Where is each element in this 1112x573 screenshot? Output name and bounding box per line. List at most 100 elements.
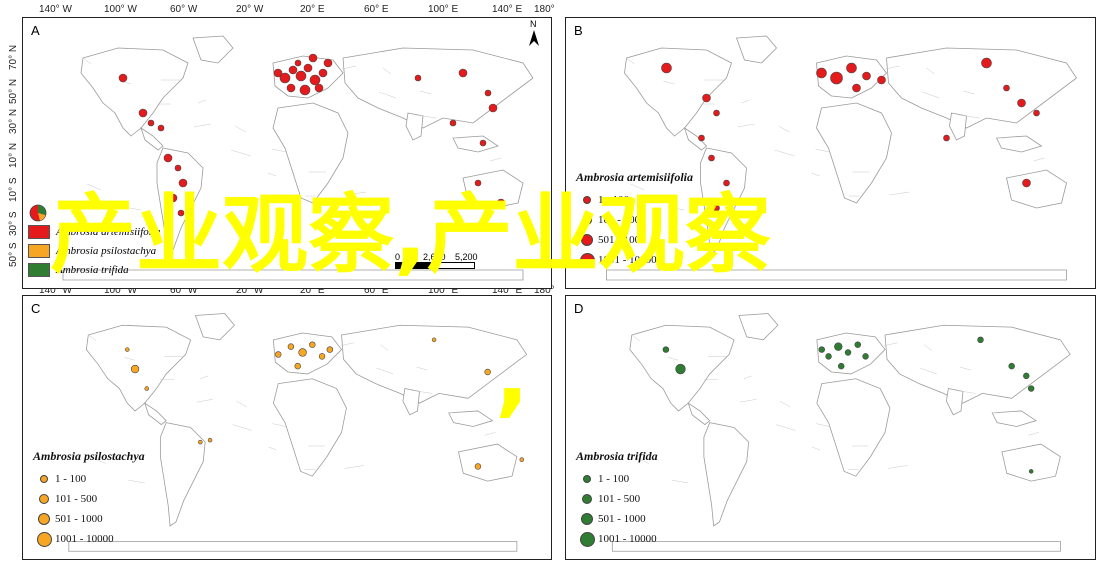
- site-marker: [1033, 109, 1040, 117]
- legend-c-range-1: 1 - 100: [55, 473, 87, 485]
- site-marker: [818, 346, 825, 353]
- country-border: [811, 172, 820, 177]
- site-marker: [323, 58, 333, 68]
- site-marker: [318, 68, 328, 78]
- site-marker: [838, 362, 845, 370]
- continent-outline: [946, 388, 964, 416]
- left-tick-label: 70° N: [8, 44, 19, 70]
- country-border: [885, 65, 900, 70]
- site-marker: [830, 71, 843, 85]
- site-marker: [288, 65, 298, 75]
- continent-outline: [884, 324, 1071, 404]
- site-marker: [125, 347, 130, 352]
- country-border: [811, 446, 820, 451]
- site-marker: [273, 68, 283, 78]
- site-marker: [981, 57, 992, 69]
- site-marker: [1008, 362, 1015, 370]
- continent-outline: [80, 47, 189, 137]
- country-border: [341, 65, 357, 70]
- site-marker: [207, 437, 213, 443]
- legend-a-name-2: Ambrosia psilostachya: [56, 244, 157, 257]
- left-tick-label: 30° S: [8, 211, 19, 236]
- continent-outline: [624, 47, 732, 137]
- country-border: [956, 390, 976, 394]
- site-marker: [279, 72, 291, 84]
- country-border: [884, 342, 898, 346]
- site-marker: [1017, 98, 1026, 108]
- continent-outline: [462, 169, 524, 209]
- continent-outline: [156, 147, 204, 255]
- panel-label-a: A: [31, 23, 40, 38]
- legend-b-range-2: 101 - 500: [598, 214, 641, 226]
- site-marker: [474, 463, 482, 470]
- continent-outline: [140, 127, 164, 151]
- site-marker: [298, 348, 307, 357]
- country-border: [415, 114, 437, 119]
- north-arrow-icon: N: [527, 19, 541, 48]
- bottom-tick-label: 140° E: [492, 285, 523, 296]
- panel-label-b: B: [574, 23, 583, 38]
- north-label: N: [530, 19, 537, 29]
- site-marker: [294, 59, 302, 67]
- country-border: [923, 344, 932, 351]
- bottom-tick-label: 60° W: [170, 285, 198, 296]
- top-tick-label: 140° E: [492, 4, 523, 15]
- continent-outline: [816, 55, 888, 99]
- continent-outline: [611, 541, 1061, 552]
- bottom-tick-label: 20° W: [236, 285, 264, 296]
- continent-outline: [700, 147, 747, 255]
- country-border: [92, 457, 106, 464]
- continent-outline: [62, 269, 524, 281]
- scale-bar: 0 2,600 5,200: [395, 252, 478, 272]
- country-border: [963, 90, 975, 95]
- country-border: [268, 446, 277, 451]
- site-marker: [713, 109, 720, 117]
- top-tick-label: 20° E: [300, 4, 325, 15]
- site-marker: [846, 62, 857, 74]
- legend-d-range-1: 1 - 100: [598, 473, 630, 485]
- continent-outline: [448, 410, 494, 427]
- top-tick-label: 60° W: [170, 4, 198, 15]
- country-border: [344, 465, 364, 469]
- bottom-tick-label: 180°: [534, 285, 555, 296]
- country-border: [737, 123, 755, 128]
- country-border: [197, 99, 207, 104]
- site-marker: [854, 341, 861, 348]
- country-border: [193, 123, 212, 128]
- legend-c-range-3: 501 - 1000: [55, 513, 103, 525]
- map-panel-a: A: [22, 17, 552, 289]
- scale-label-1: 2,600: [423, 252, 446, 262]
- country-border: [887, 465, 908, 469]
- country-border: [743, 375, 752, 380]
- country-border: [663, 80, 675, 85]
- site-marker: [163, 153, 173, 163]
- country-border: [234, 125, 247, 133]
- continent-outline: [1006, 169, 1067, 209]
- top-tick-label: 140° W: [39, 4, 72, 15]
- continent-outline: [402, 388, 420, 416]
- scale-label-2: 5,200: [455, 252, 478, 262]
- site-marker: [157, 124, 165, 132]
- site-marker: [414, 74, 422, 82]
- site-marker: [309, 74, 321, 86]
- legend-b-range-1: 1 - 100: [598, 194, 630, 206]
- site-marker: [314, 83, 324, 93]
- country-border: [271, 148, 287, 153]
- left-tick-label: 30° N: [8, 108, 19, 134]
- site-marker: [723, 179, 730, 187]
- world-map-a: [62, 35, 534, 281]
- top-tick-label: 180°: [534, 4, 555, 15]
- site-marker: [484, 89, 492, 97]
- site-marker: [816, 67, 827, 79]
- left-tick-label: 10° S: [8, 177, 19, 202]
- country-border: [959, 114, 980, 119]
- country-border: [484, 432, 496, 436]
- legend-a-name-1: Ambrosia artemisiifolia: [56, 225, 161, 238]
- country-border: [340, 342, 355, 346]
- country-border: [631, 334, 640, 342]
- country-border: [82, 57, 92, 65]
- site-marker: [309, 341, 316, 348]
- country-border: [200, 375, 209, 380]
- top-tick-label: 20° W: [236, 4, 264, 15]
- site-marker: [943, 134, 950, 142]
